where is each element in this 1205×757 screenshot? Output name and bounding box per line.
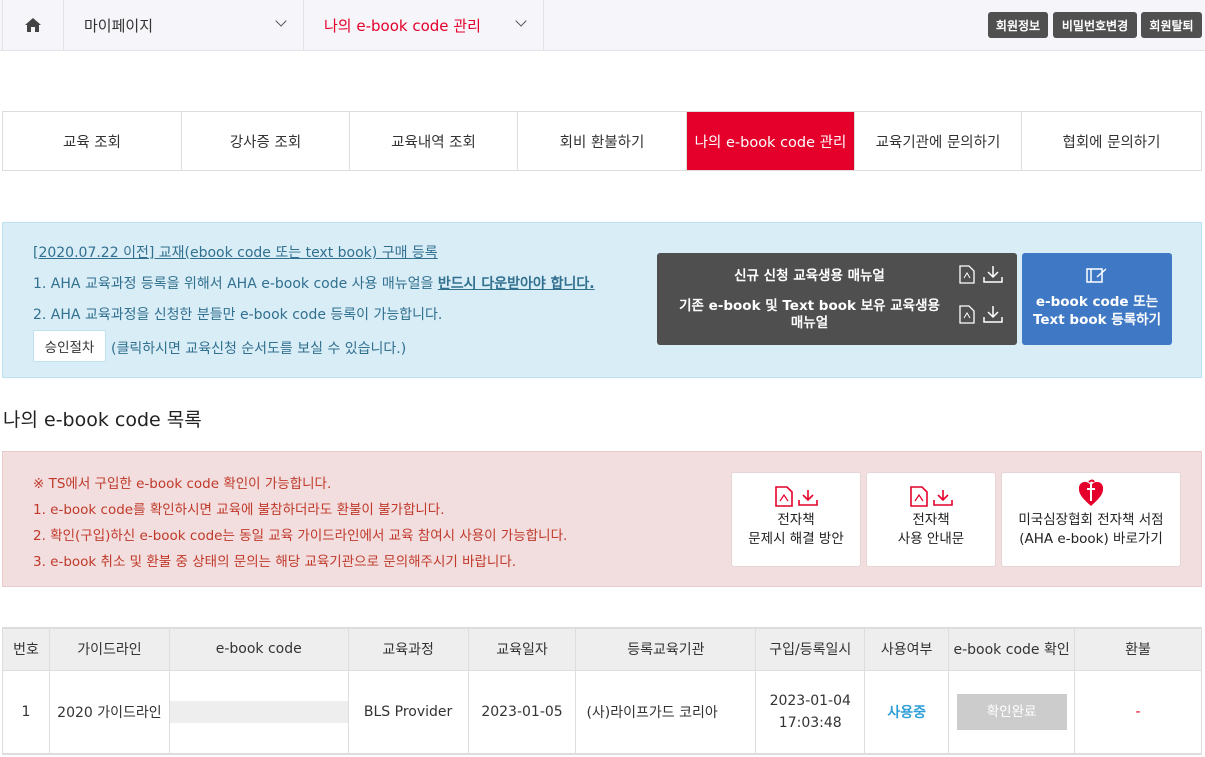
col-header: 사용여부 xyxy=(864,627,950,671)
tab-education-search[interactable]: 교육 조회 xyxy=(3,112,182,170)
table-header-row: 번호 가이드라인 e-book code 교육과정 교육일자 등록교육기관 구입… xyxy=(2,627,1202,671)
pdf-icon xyxy=(959,265,975,284)
card-line-2: 문제시 해결 방안 xyxy=(748,531,844,547)
cell-no: 1 xyxy=(2,669,50,755)
card-line-1: 전자책 xyxy=(777,512,815,528)
confirm-complete-button: 확인완료 xyxy=(956,693,1067,730)
info-line-1-text: 1. AHA 교육과정 등록을 위해서 AHA e-book code 사용 매… xyxy=(33,276,438,292)
pdf-icon xyxy=(774,486,793,507)
approval-process-button[interactable]: 승인절차 xyxy=(33,330,106,362)
cell-guideline: 2020 가이드라인 xyxy=(48,669,170,755)
mypage-label: 마이페이지 xyxy=(84,16,154,35)
info-box: [2020.07.22 이전] 교재(ebook code 또는 text bo… xyxy=(2,222,1202,378)
member-info-button[interactable]: 회원정보 xyxy=(988,12,1048,38)
new-student-manual-download[interactable] xyxy=(959,265,1003,284)
tab-contact-institution[interactable]: 교육기관에 문의하기 xyxy=(855,112,1022,170)
col-header: 등록교육기관 xyxy=(575,627,757,671)
change-password-button[interactable]: 비밀번호변경 xyxy=(1053,12,1137,38)
download-icon xyxy=(797,490,818,506)
cell-ebook-code xyxy=(169,700,348,723)
table-row: 1 2020 가이드라인 BLS Provider 2023-01-05 (사)… xyxy=(2,669,1202,755)
card-line-1: 전자책 xyxy=(912,512,950,528)
cell-date: 2023-01-05 xyxy=(467,669,577,755)
list-title: 나의 e-book code 목록 xyxy=(3,409,202,431)
col-header: 환불 xyxy=(1074,627,1202,671)
reg-date: 2023-01-04 xyxy=(769,692,851,709)
tab-instructor-card[interactable]: 강사증 조회 xyxy=(182,112,350,170)
tab-contact-association[interactable]: 협회에 문의하기 xyxy=(1062,134,1161,151)
existing-student-manual-label: 기존 e-book 및 Text book 보유 교육생용 매뉴얼 xyxy=(679,298,940,331)
approval-note: (클릭하시면 교육신청 순서도를 보실 수 있습니다.) xyxy=(111,341,407,357)
chevron-down-icon xyxy=(275,15,287,27)
aha-heart-logo-icon xyxy=(1078,479,1104,506)
purchase-register-link[interactable]: [2020.07.22 이전] 교재(ebook code 또는 text bo… xyxy=(33,245,438,261)
notice-line: 2. 확인(구입)하신 e-book code는 동일 교육 가이드라인에서 교… xyxy=(33,528,568,544)
info-line-1: 1. AHA 교육과정 등록을 위해서 AHA e-book code 사용 매… xyxy=(33,273,595,293)
col-header: 교육일자 xyxy=(467,627,577,671)
aha-ebook-store-card[interactable]: 미국심장협회 전자책 서점 (AHA e-book) 바로가기 xyxy=(1001,472,1181,567)
cell-status: 사용중 xyxy=(864,669,950,755)
col-header: 교육과정 xyxy=(347,627,469,671)
home-button[interactable] xyxy=(2,0,63,50)
mypage-tabs: 교육 조회 강사증 조회 교육내역 조회 회비 환불하기 나의 e-book c… xyxy=(2,111,1202,171)
cell-course: BLS Provider xyxy=(347,669,469,755)
withdraw-button[interactable]: 회원탈퇴 xyxy=(1141,12,1202,38)
notice-line: 1. e-book code를 확인하시면 교육에 불참하더라도 환불이 불가합… xyxy=(33,502,445,518)
notice-line: ※ TS에서 구입한 e-book code 확인이 가능합니다. xyxy=(33,476,332,492)
download-icon xyxy=(983,306,1003,323)
info-line-2: 2. AHA 교육과정을 신청한 분들만 e-book code 등록이 가능합… xyxy=(33,307,443,323)
register-ebook-button[interactable]: e-book code 또는 Text book 등록하기 xyxy=(1022,253,1172,345)
col-header: 구입/등록일시 xyxy=(755,627,866,671)
col-header: 가이드라인 xyxy=(48,627,170,671)
download-icon xyxy=(983,266,1003,283)
ebook-code-table: 번호 가이드라인 e-book code 교육과정 교육일자 등록교육기관 구입… xyxy=(2,627,1202,755)
chevron-down-icon xyxy=(515,15,527,27)
tab-ebook-code[interactable]: 나의 e-book code 관리 xyxy=(687,112,855,170)
register-btn-line-2: Text book 등록하기 xyxy=(1032,312,1161,328)
cell-refund: - xyxy=(1074,669,1202,755)
mypage-dropdown[interactable]: 마이페이지 xyxy=(63,0,303,50)
download-icon xyxy=(932,490,953,506)
col-header: e-book code xyxy=(168,627,349,671)
manual-download-box: 신규 신청 교육생용 매뉴얼 기존 e-book 및 Text book 보유 … xyxy=(657,253,1017,345)
cell-org: (사)라이프가드 코리아 xyxy=(575,669,757,755)
edit-icon xyxy=(1022,253,1172,293)
col-header: e-book code 확인 xyxy=(948,627,1076,671)
card-line-2: 사용 안내문 xyxy=(897,531,965,547)
top-nav-bar: 마이페이지 나의 e-book code 관리 회원정보 비밀번호변경 회원탈퇴 xyxy=(0,0,1205,51)
info-line-1-emphasis: 반드시 다운받아야 합니다. xyxy=(437,276,595,292)
card-line-1: 미국심장협회 전자책 서점 xyxy=(1018,512,1164,528)
col-header: 번호 xyxy=(2,627,50,671)
register-btn-line-1: e-book code 또는 xyxy=(1035,294,1159,310)
existing-student-manual-download[interactable] xyxy=(959,305,1003,324)
cell-reg-datetime: 2023-01-04 17:03:48 xyxy=(755,669,866,755)
tab-refund[interactable]: 회비 환불하기 xyxy=(518,112,687,170)
home-icon xyxy=(25,18,41,32)
notice-box: ※ TS에서 구입한 e-book code 확인이 가능합니다. 1. e-b… xyxy=(2,451,1202,587)
pdf-icon xyxy=(959,305,975,324)
reg-time: 17:03:48 xyxy=(778,714,842,731)
notice-line: 3. e-book 취소 및 환불 중 상태의 문의는 해당 교육기관으로 문의… xyxy=(33,554,517,570)
pdf-icon xyxy=(909,486,928,507)
card-line-2: (AHA e-book) 바로가기 xyxy=(1019,531,1163,547)
ebook-dropdown[interactable]: 나의 e-book code 관리 xyxy=(303,0,544,50)
ebook-menu-label: 나의 e-book code 관리 xyxy=(324,16,481,35)
tab-education-history[interactable]: 교육내역 조회 xyxy=(350,112,518,170)
new-student-manual-label: 신규 신청 교육생용 매뉴얼 xyxy=(734,268,885,284)
